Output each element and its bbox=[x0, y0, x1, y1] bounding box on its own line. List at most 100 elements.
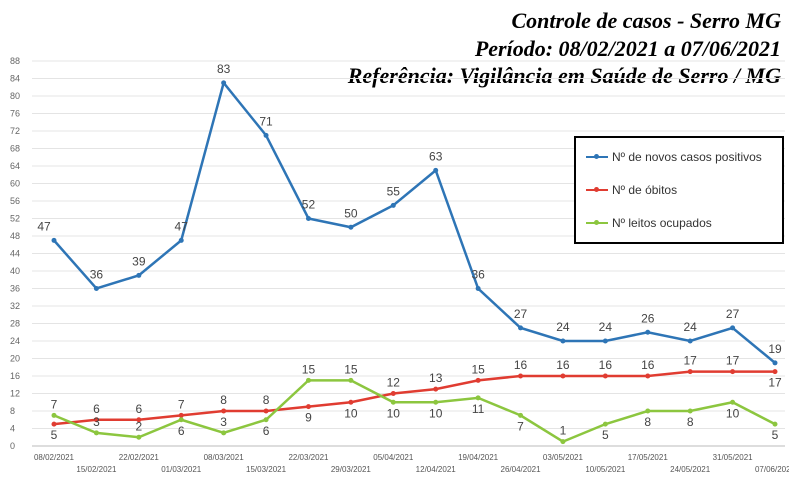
data-point bbox=[433, 167, 439, 173]
data-point bbox=[602, 338, 608, 344]
x-tick-label: 08/02/2021 bbox=[34, 453, 75, 462]
y-tick-label: 68 bbox=[10, 144, 20, 154]
data-label: 17 bbox=[726, 354, 740, 368]
chart-subtitle-reference: Referência: Vigilância em Saúde de Serro… bbox=[347, 63, 781, 88]
y-tick-label: 4 bbox=[10, 424, 15, 434]
data-point bbox=[136, 434, 142, 440]
series-line bbox=[53, 379, 776, 444]
data-point bbox=[221, 408, 227, 414]
data-point bbox=[433, 399, 439, 405]
data-point bbox=[433, 386, 439, 392]
data-point bbox=[263, 132, 269, 138]
data-point bbox=[390, 399, 396, 405]
y-tick-label: 0 bbox=[10, 441, 15, 451]
data-point bbox=[348, 399, 354, 405]
data-label: 52 bbox=[302, 198, 316, 212]
data-label: 24 bbox=[599, 320, 613, 334]
x-tick-label: 03/05/2021 bbox=[543, 453, 584, 462]
data-label: 10 bbox=[726, 406, 740, 420]
data-label: 39 bbox=[132, 254, 146, 268]
data-point bbox=[730, 399, 736, 405]
x-tick-label: 15/03/2021 bbox=[246, 465, 287, 474]
data-point bbox=[560, 439, 566, 445]
data-point bbox=[305, 404, 311, 410]
data-point bbox=[730, 369, 736, 375]
y-tick-label: 84 bbox=[10, 74, 20, 84]
data-label: 15 bbox=[344, 362, 358, 376]
data-label: 3 bbox=[93, 415, 100, 429]
y-tick-label: 16 bbox=[10, 371, 20, 381]
data-label: 12 bbox=[387, 376, 401, 390]
legend: Nº de novos casos positivos Nº de óbitos… bbox=[574, 136, 784, 244]
data-point bbox=[348, 224, 354, 230]
chart-title: Controle de casos - Serro MG bbox=[511, 8, 781, 33]
y-tick-label: 20 bbox=[10, 354, 20, 364]
legend-item-obitos: Nº de óbitos bbox=[586, 183, 677, 197]
data-point bbox=[221, 80, 227, 86]
data-point bbox=[602, 421, 608, 427]
data-label: 10 bbox=[344, 406, 358, 420]
data-label: 7 bbox=[51, 397, 58, 411]
x-tick-label: 01/03/2021 bbox=[161, 465, 202, 474]
data-label: 5 bbox=[772, 428, 779, 442]
data-label: 63 bbox=[429, 149, 443, 163]
data-label: 55 bbox=[387, 184, 401, 198]
y-tick-label: 36 bbox=[10, 284, 20, 294]
y-tick-label: 60 bbox=[10, 179, 20, 189]
data-label: 9 bbox=[305, 411, 312, 425]
y-tick-label: 64 bbox=[10, 161, 20, 171]
data-point bbox=[221, 430, 227, 436]
x-tick-label: 05/04/2021 bbox=[373, 453, 414, 462]
data-point bbox=[51, 412, 57, 418]
data-label: 8 bbox=[220, 393, 227, 407]
data-point bbox=[136, 272, 142, 278]
data-label: 36 bbox=[90, 268, 104, 282]
y-tick-label: 88 bbox=[10, 56, 20, 66]
data-point bbox=[730, 325, 736, 331]
data-point bbox=[560, 338, 566, 344]
data-label: 6 bbox=[135, 402, 142, 416]
data-label: 6 bbox=[93, 402, 100, 416]
y-tick-label: 24 bbox=[10, 336, 20, 346]
data-point bbox=[475, 377, 481, 383]
data-label: 27 bbox=[514, 307, 528, 321]
data-label: 13 bbox=[429, 371, 443, 385]
x-tick-label: 26/04/2021 bbox=[501, 465, 542, 474]
data-point bbox=[687, 369, 693, 375]
data-point bbox=[263, 417, 269, 423]
data-point bbox=[518, 373, 524, 379]
series-line bbox=[53, 80, 776, 364]
data-label: 16 bbox=[599, 358, 613, 372]
data-point bbox=[475, 395, 481, 401]
data-label: 6 bbox=[263, 424, 270, 438]
y-tick-label: 8 bbox=[10, 406, 15, 416]
data-label: 1 bbox=[560, 424, 567, 438]
y-tick-label: 12 bbox=[10, 389, 20, 399]
x-tick-label: 08/03/2021 bbox=[204, 453, 245, 462]
data-label: 17 bbox=[683, 354, 697, 368]
data-point bbox=[390, 391, 396, 396]
data-label: 8 bbox=[263, 393, 270, 407]
data-label: 7 bbox=[178, 397, 185, 411]
data-label: 19 bbox=[768, 342, 782, 356]
data-point bbox=[93, 286, 99, 291]
y-tick-label: 76 bbox=[10, 109, 20, 119]
data-point bbox=[136, 417, 142, 423]
data-label: 6 bbox=[178, 424, 185, 438]
data-point bbox=[518, 325, 524, 331]
data-point bbox=[602, 373, 608, 379]
data-label: 16 bbox=[556, 358, 570, 372]
data-label: 5 bbox=[51, 428, 58, 442]
x-tick-label: 07/06/2021 bbox=[755, 465, 789, 474]
y-tick-label: 56 bbox=[10, 196, 20, 206]
x-tick-label: 31/05/2021 bbox=[713, 453, 754, 462]
y-tick-label: 28 bbox=[10, 319, 20, 329]
data-label: 16 bbox=[514, 358, 528, 372]
data-label: 2 bbox=[135, 419, 142, 433]
x-tick-label: 24/05/2021 bbox=[670, 465, 711, 474]
data-point bbox=[518, 412, 524, 418]
data-label: 8 bbox=[644, 415, 651, 429]
legend-item-leitos: Nº leitos ocupados bbox=[586, 216, 712, 230]
x-tick-label: 29/03/2021 bbox=[331, 465, 372, 474]
